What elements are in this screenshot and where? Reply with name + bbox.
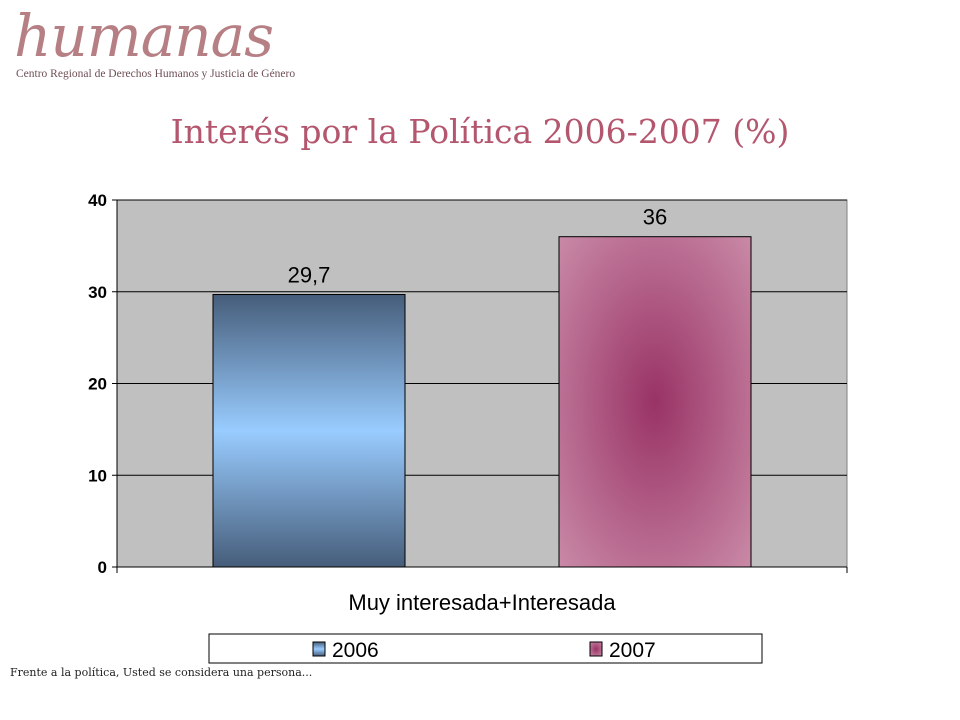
data-label-2007: 36 [643,205,667,230]
footnote: Frente a la política, Usted se considera… [10,666,313,679]
data-labels: 29,7 36 [288,205,668,288]
y-tick-label: 0 [98,558,107,577]
bars [212,236,752,568]
y-tick-label: 10 [88,466,107,485]
x-axis-label: Muy interesada+Interesada [348,590,616,615]
legend-swatch-2006 [312,641,326,657]
humanas-logo: humanas Centro Regional de Derechos Huma… [14,6,334,86]
legend-swatch-2007 [589,641,603,657]
logo-wordmark: humanas [14,2,274,70]
chart-title: Interés por la Política 2006-2007 (%) [170,112,790,151]
y-tick-label: 40 [88,191,107,210]
logo-subtitle: Centro Regional de Derechos Humanos y Ju… [16,68,296,80]
bar-2007 [558,236,752,568]
legend-label-2006: 2006 [332,639,379,662]
bar-2006 [212,294,406,568]
legend-box [208,633,763,664]
y-tick-label: 30 [88,283,107,302]
legend: 2006 2007 [208,633,763,664]
legend-label-2007: 2007 [609,639,656,662]
y-tick-label: 20 [88,375,107,394]
y-axis: 0 10 20 30 40 [88,191,848,577]
data-label-2006: 29,7 [288,263,331,288]
